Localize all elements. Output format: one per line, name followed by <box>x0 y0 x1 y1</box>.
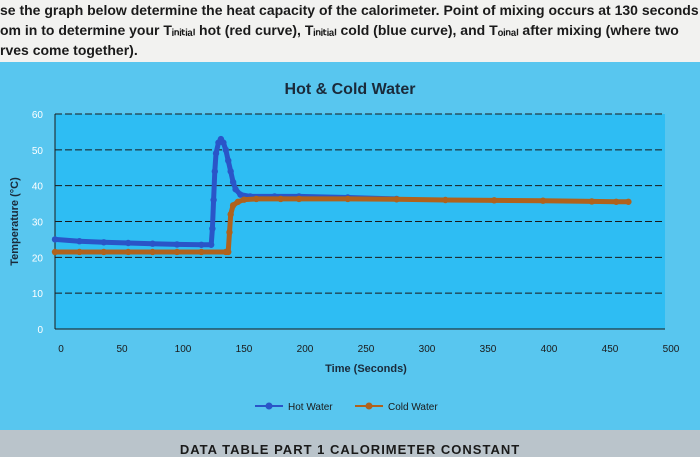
point-cold-water-15 <box>277 195 284 203</box>
point-cold-water-22 <box>588 198 595 205</box>
bottom-strip: DATA TABLE PART 1 CALORIMETER CONSTANT <box>0 430 700 457</box>
instructions-line-1: se the graph below determine the heat ca… <box>0 2 699 18</box>
legend-marker-cold-water <box>365 402 373 410</box>
legend-marker-hot-water <box>265 402 273 410</box>
x-tick-label-450: 450 <box>602 344 619 355</box>
temperature-chart: 0 10 20 30 40 50 60 0 50 100 150 200 250 300 350 400 450… <box>9 81 680 413</box>
x-tick-label-150: 150 <box>236 344 253 355</box>
point-hot-water-14 <box>220 139 227 146</box>
data-table-heading: DATA TABLE PART 1 CALORIMETER CONSTANT <box>179 442 521 457</box>
point-hot-water-9 <box>210 196 217 204</box>
x-tick-label-500: 500 <box>663 344 680 355</box>
point-cold-water-9 <box>226 229 233 236</box>
x-axis-title: Time (Seconds) <box>325 363 407 375</box>
y-tick-label-60: 60 <box>32 110 44 121</box>
point-hot-water-5 <box>173 241 181 248</box>
point-hot-water-11 <box>212 150 220 157</box>
point-cold-water-11 <box>229 202 237 209</box>
point-cold-water-10 <box>227 211 234 218</box>
point-hot-water-17 <box>227 168 234 175</box>
point-cold-water-13 <box>240 196 248 203</box>
point-cold-water-3 <box>125 248 132 256</box>
point-hot-water-7 <box>207 241 215 248</box>
instructions: se the graph below determine the heat ca… <box>0 0 700 62</box>
point-cold-water-24 <box>625 198 632 205</box>
point-hot-water-18 <box>229 178 237 186</box>
point-hot-water-8 <box>209 225 216 232</box>
instructions-line-2: om in to determine your Tᵢₙᵢₜᵢₐₗ hot (re… <box>0 22 679 38</box>
y-axis-title: Temperature (°C) <box>9 177 21 266</box>
chart-panel: 0 10 20 30 40 50 60 0 50 100 150 200 250 300 350 400 450… <box>0 62 700 430</box>
point-cold-water-5 <box>173 248 181 256</box>
y-tick-label-10: 10 <box>32 289 44 300</box>
y-tick-label-50: 50 <box>32 146 44 157</box>
point-hot-water-16 <box>225 157 232 164</box>
instructions-line-3: rves come together). <box>0 42 138 58</box>
y-tick-label-40: 40 <box>32 182 44 193</box>
x-tick-label-300: 300 <box>419 344 436 355</box>
point-cold-water-16 <box>295 195 303 203</box>
point-cold-water-2 <box>100 248 108 256</box>
x-tick-label-50: 50 <box>116 344 128 355</box>
y-tick-label-0: 0 <box>37 325 43 336</box>
point-cold-water-6 <box>198 248 205 256</box>
point-cold-water-20 <box>491 197 498 204</box>
y-tick-label-20: 20 <box>32 253 44 264</box>
point-cold-water-1 <box>76 248 83 256</box>
chart-title: Hot & Cold Water <box>285 81 416 98</box>
point-hot-water-20 <box>237 191 244 198</box>
point-hot-water-19 <box>232 186 239 193</box>
y-tick-label-30: 30 <box>32 218 44 229</box>
x-tick-label-100: 100 <box>175 344 192 355</box>
x-tick-label-250: 250 <box>358 344 375 355</box>
point-hot-water-1 <box>76 238 83 245</box>
point-hot-water-6 <box>198 241 205 248</box>
point-hot-water-4 <box>149 240 156 247</box>
point-hot-water-15 <box>222 146 229 154</box>
point-hot-water-2 <box>100 239 108 246</box>
point-cold-water-12 <box>234 198 242 205</box>
point-cold-water-4 <box>149 248 156 256</box>
point-cold-water-21 <box>539 197 547 204</box>
point-cold-water-14 <box>253 195 260 203</box>
point-cold-water-18 <box>393 196 400 203</box>
x-tick-label-350: 350 <box>480 344 497 355</box>
point-cold-water-0 <box>51 248 59 256</box>
point-cold-water-17 <box>344 195 351 203</box>
x-tick-label-400: 400 <box>541 344 558 355</box>
x-tick-label-200: 200 <box>297 344 314 355</box>
point-hot-water-3 <box>125 239 132 247</box>
point-cold-water-8 <box>225 248 232 256</box>
legend-label-cold-water: Cold Water <box>388 402 438 413</box>
point-cold-water-19 <box>442 196 449 204</box>
legend-label-hot-water: Hot Water <box>288 402 333 413</box>
point-hot-water-10 <box>211 168 219 175</box>
point-cold-water-23 <box>613 198 620 205</box>
x-tick-label-0: 0 <box>58 344 64 355</box>
point-hot-water-0 <box>51 236 59 243</box>
